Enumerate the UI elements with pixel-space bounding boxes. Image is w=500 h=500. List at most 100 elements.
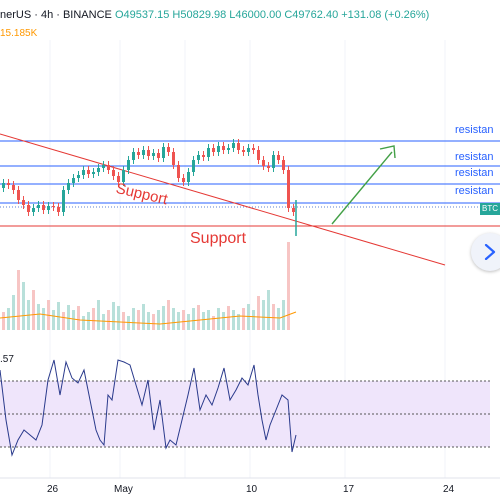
volume-bar (262, 300, 265, 330)
candle-body (187, 172, 190, 182)
resistance-label-2: resistan (455, 151, 494, 163)
volume-bar (152, 314, 155, 330)
candle-body (137, 152, 140, 155)
candle-body (287, 170, 290, 208)
candle-body (207, 148, 210, 157)
candle-body (167, 147, 170, 152)
volume-bar (102, 314, 105, 330)
candle-body (67, 183, 70, 190)
candle-body (292, 208, 295, 212)
volume-ma-line (0, 311, 297, 325)
candle-body (92, 172, 95, 174)
volume-bar (287, 242, 290, 330)
candle-body (227, 148, 230, 150)
candle-body (222, 146, 225, 150)
candle-body (272, 155, 275, 168)
resistance-lines (0, 140, 500, 208)
volume-bar (252, 310, 255, 330)
candle-body (77, 175, 80, 178)
volume-bar (122, 312, 125, 330)
x-label-10: 10 (246, 484, 258, 495)
volume-bar (67, 305, 70, 330)
volume-bar (247, 304, 250, 330)
x-label-26: 26 (47, 484, 59, 495)
candle-body (7, 183, 10, 185)
candle-body (177, 165, 180, 178)
candle-body (132, 152, 135, 160)
candle-body (232, 143, 235, 148)
volume-bar (172, 308, 175, 330)
volume-bar (282, 300, 285, 330)
resistance-label-4: resistan (455, 185, 494, 197)
volume-bar (237, 314, 240, 330)
volume-bar (192, 308, 195, 330)
volume-bar (57, 302, 60, 330)
volume-bar (77, 306, 80, 330)
rsi-line (0, 359, 297, 457)
support-lines (0, 133, 500, 266)
candle-body (47, 206, 50, 210)
candle-body (37, 205, 40, 208)
support-trendline (0, 133, 446, 266)
candle-body (282, 160, 285, 170)
candle-body (147, 150, 150, 156)
volume-bar (257, 296, 260, 330)
resistance-label-3: resistan (455, 167, 494, 179)
volume-bar (42, 308, 45, 330)
volume-bar (132, 308, 135, 330)
volume-bar (92, 308, 95, 330)
volume-bar (162, 306, 165, 330)
volume-bar (87, 312, 90, 330)
chevron-right-icon (484, 244, 496, 260)
candle-body (107, 165, 110, 170)
volume-bar (62, 312, 65, 330)
volume-bar (52, 310, 55, 330)
volume-bar (107, 310, 110, 330)
candle-body (17, 190, 20, 200)
symbol-label: nerUS · 4h · BINANCE (0, 9, 112, 21)
volume-bar (212, 316, 215, 330)
volume-bar (127, 316, 130, 330)
rsi-panel (0, 359, 490, 457)
candle-body (237, 143, 240, 150)
candle-body (62, 190, 65, 212)
candle-body (267, 166, 270, 168)
chart-grid (0, 40, 500, 479)
ohlc-values: O49537.15 H50829.98 L46000.00 C49762.40 … (114, 9, 430, 21)
arrow-shaft (331, 151, 393, 225)
indicator-value: .57 (0, 354, 14, 365)
volume-bar (157, 310, 160, 330)
support-horizontal-label: Support (190, 230, 247, 247)
volume-bar (227, 306, 230, 330)
candles (2, 139, 297, 236)
price-tag: BTC (480, 203, 500, 215)
volume-bar (17, 270, 20, 330)
candle-body (87, 170, 90, 174)
resistance-label-1: resistan (455, 124, 494, 136)
volume-bar (112, 302, 115, 330)
candle-body (2, 183, 5, 188)
candle-body (22, 200, 25, 205)
candle-body (52, 206, 55, 207)
volume-bar (267, 290, 270, 330)
scroll-to-realtime-button[interactable] (471, 233, 500, 271)
arrow-head (379, 145, 396, 159)
candle-body (277, 155, 280, 160)
volume-bar (37, 304, 40, 330)
volume-bar (167, 300, 170, 330)
candle-body (182, 178, 185, 182)
candle-body (32, 208, 35, 212)
candle-body (57, 207, 60, 212)
volume-bar (147, 312, 150, 330)
candle-body (192, 160, 195, 172)
chart-header: nerUS · 4h · BINANCE O49537.15 H50829.98… (0, 9, 429, 21)
candle-body (12, 185, 15, 190)
volume-bar (207, 310, 210, 330)
candle-body (27, 205, 30, 212)
candle-body (72, 178, 75, 183)
candle-body (257, 150, 260, 160)
volume-bar (32, 290, 35, 330)
volume-bar (22, 282, 25, 330)
volume-bar (277, 308, 280, 330)
